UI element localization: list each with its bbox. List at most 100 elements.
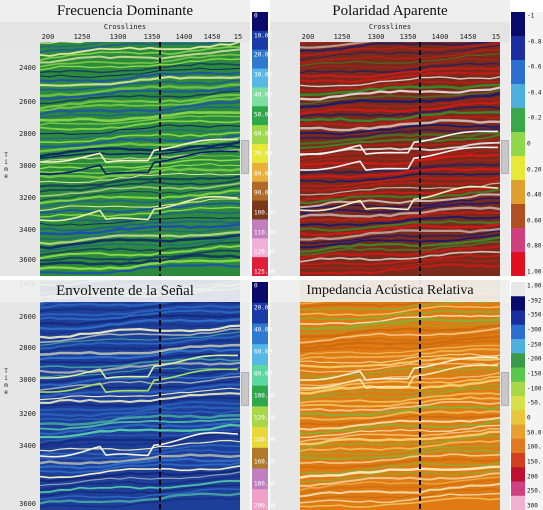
x-tick: 1350 xyxy=(399,33,417,41)
x-tick: 1400 xyxy=(175,33,193,41)
seismic-trace xyxy=(300,233,500,249)
seismic-trace xyxy=(40,423,240,439)
color-scale-segment xyxy=(511,495,525,510)
seismic-trace xyxy=(40,392,240,404)
seismic-trace xyxy=(40,343,240,356)
color-scale-tick: -200 xyxy=(527,355,542,363)
color-scale-segment xyxy=(511,467,525,482)
seismic-trace xyxy=(300,465,500,479)
panel-title: Impedancia Acústica Relativa xyxy=(270,280,510,302)
y-tick: 3400 xyxy=(19,442,36,450)
seismic-trace xyxy=(300,240,500,256)
seismic-trace xyxy=(40,48,240,64)
seismic-trace xyxy=(300,424,500,439)
seismic-trace xyxy=(40,263,240,275)
seismic-trace xyxy=(300,327,500,344)
seismic-trace xyxy=(40,436,240,449)
seismic-trace xyxy=(40,90,240,105)
seismic-trace xyxy=(40,167,240,179)
seismic-trace xyxy=(300,353,500,364)
color-scale-segment xyxy=(252,181,268,202)
color-scale-segment xyxy=(252,406,268,428)
seismic-trace xyxy=(40,237,240,253)
x-tick: 1450 xyxy=(459,33,477,41)
scrollbar-thumb[interactable] xyxy=(501,140,509,174)
color-scale-tick: -0.2 xyxy=(527,114,542,122)
seismic-trace xyxy=(40,45,240,61)
seismic-trace xyxy=(40,140,240,158)
seismic-trace xyxy=(300,401,500,412)
horizon-line xyxy=(300,185,499,212)
seismic-trace xyxy=(40,372,240,387)
seismic-trace xyxy=(300,321,500,334)
seismic-trace xyxy=(300,339,500,353)
seismic-trace xyxy=(40,471,240,487)
x-tick: 15 xyxy=(233,33,243,41)
seismic-trace xyxy=(300,449,500,460)
panel-frecuencia-dominante: Frecuencia Dominante Crosslines 200 1250… xyxy=(0,0,250,276)
vertical-scrollbar[interactable] xyxy=(240,280,250,510)
y-tick: 3200 xyxy=(19,194,36,202)
seismic-trace xyxy=(300,119,500,132)
seismic-trace xyxy=(40,418,240,431)
color-scale-segment xyxy=(511,36,525,61)
seismic-trace xyxy=(40,497,240,508)
color-scale-segment xyxy=(511,108,525,133)
color-scale-tick: 200 xyxy=(527,473,538,481)
seismic-trace xyxy=(40,175,240,188)
seismic-trace xyxy=(40,465,240,479)
seismic-trace xyxy=(40,42,86,44)
seismic-trace xyxy=(40,409,240,421)
color-scale-tick: 0.60 xyxy=(527,217,542,225)
color-scale-tick: -0.4 xyxy=(527,89,542,97)
color-scale-segment xyxy=(252,219,268,239)
seismic-trace xyxy=(40,331,240,346)
seismic-trace xyxy=(40,453,240,465)
seismic-trace xyxy=(40,106,240,119)
scrollbar-thumb[interactable] xyxy=(501,372,509,406)
seismic-trace xyxy=(300,414,500,426)
color-scale-segment xyxy=(511,410,525,425)
vertical-scrollbar[interactable] xyxy=(500,280,510,510)
seismic-trace xyxy=(300,331,500,347)
color-scale-labels: -1 -0.8 -0.6 -0.4 -0.2 0 0.20 0.40 0.60 0.80 1.00 xyxy=(525,12,543,276)
seismic-trace xyxy=(300,487,500,500)
seismic-trace xyxy=(40,100,240,116)
seismic-trace xyxy=(40,83,240,97)
seismic-trace xyxy=(300,42,494,52)
seismic-trace xyxy=(300,42,376,49)
seismic-trace xyxy=(40,309,240,321)
scrollbar-thumb[interactable] xyxy=(241,372,249,406)
seismic-trace xyxy=(40,154,240,166)
color-scale-segment xyxy=(252,30,268,51)
seismic-section xyxy=(300,280,500,510)
color-scale-segment xyxy=(511,381,525,397)
scrollbar-thumb[interactable] xyxy=(241,140,249,174)
seismic-trace xyxy=(300,372,500,387)
x-axis: Crosslines 200 1250 1300 1350 1400 1450 … xyxy=(270,22,510,42)
panel-polaridad-aparente: Polaridad Aparente Crosslines 200 1250 1… xyxy=(270,0,510,276)
color-scale-labels: 1.00 -392 -350 -300 -250 -200 -150 -100 -50. 0 50.… xyxy=(525,282,543,510)
color-scale-segment xyxy=(252,49,268,70)
seismic-trace xyxy=(40,71,240,83)
seismic-trace xyxy=(40,448,240,460)
seismic-trace xyxy=(40,253,240,266)
seismic-trace xyxy=(40,361,240,374)
seismic-trace xyxy=(40,131,240,144)
seismic-trace xyxy=(300,314,500,325)
seismic-trace xyxy=(40,206,240,218)
color-scale-segment xyxy=(252,364,268,387)
seismic-trace xyxy=(300,227,500,241)
color-scale-segment xyxy=(252,385,268,407)
seismic-trace xyxy=(300,48,500,64)
color-scale-tick: 120.00 xyxy=(254,414,276,422)
color-scale-tick: -250 xyxy=(527,341,542,349)
vertical-scrollbar[interactable] xyxy=(500,42,510,276)
seismic-trace xyxy=(300,42,500,57)
seismic-trace xyxy=(300,162,500,175)
color-scale-tick: 60.00 xyxy=(254,348,273,356)
color-scale-bar xyxy=(252,12,268,276)
vertical-scrollbar[interactable] xyxy=(240,42,250,276)
seismic-trace xyxy=(300,44,500,61)
color-scale-tick: 100. xyxy=(527,443,542,451)
